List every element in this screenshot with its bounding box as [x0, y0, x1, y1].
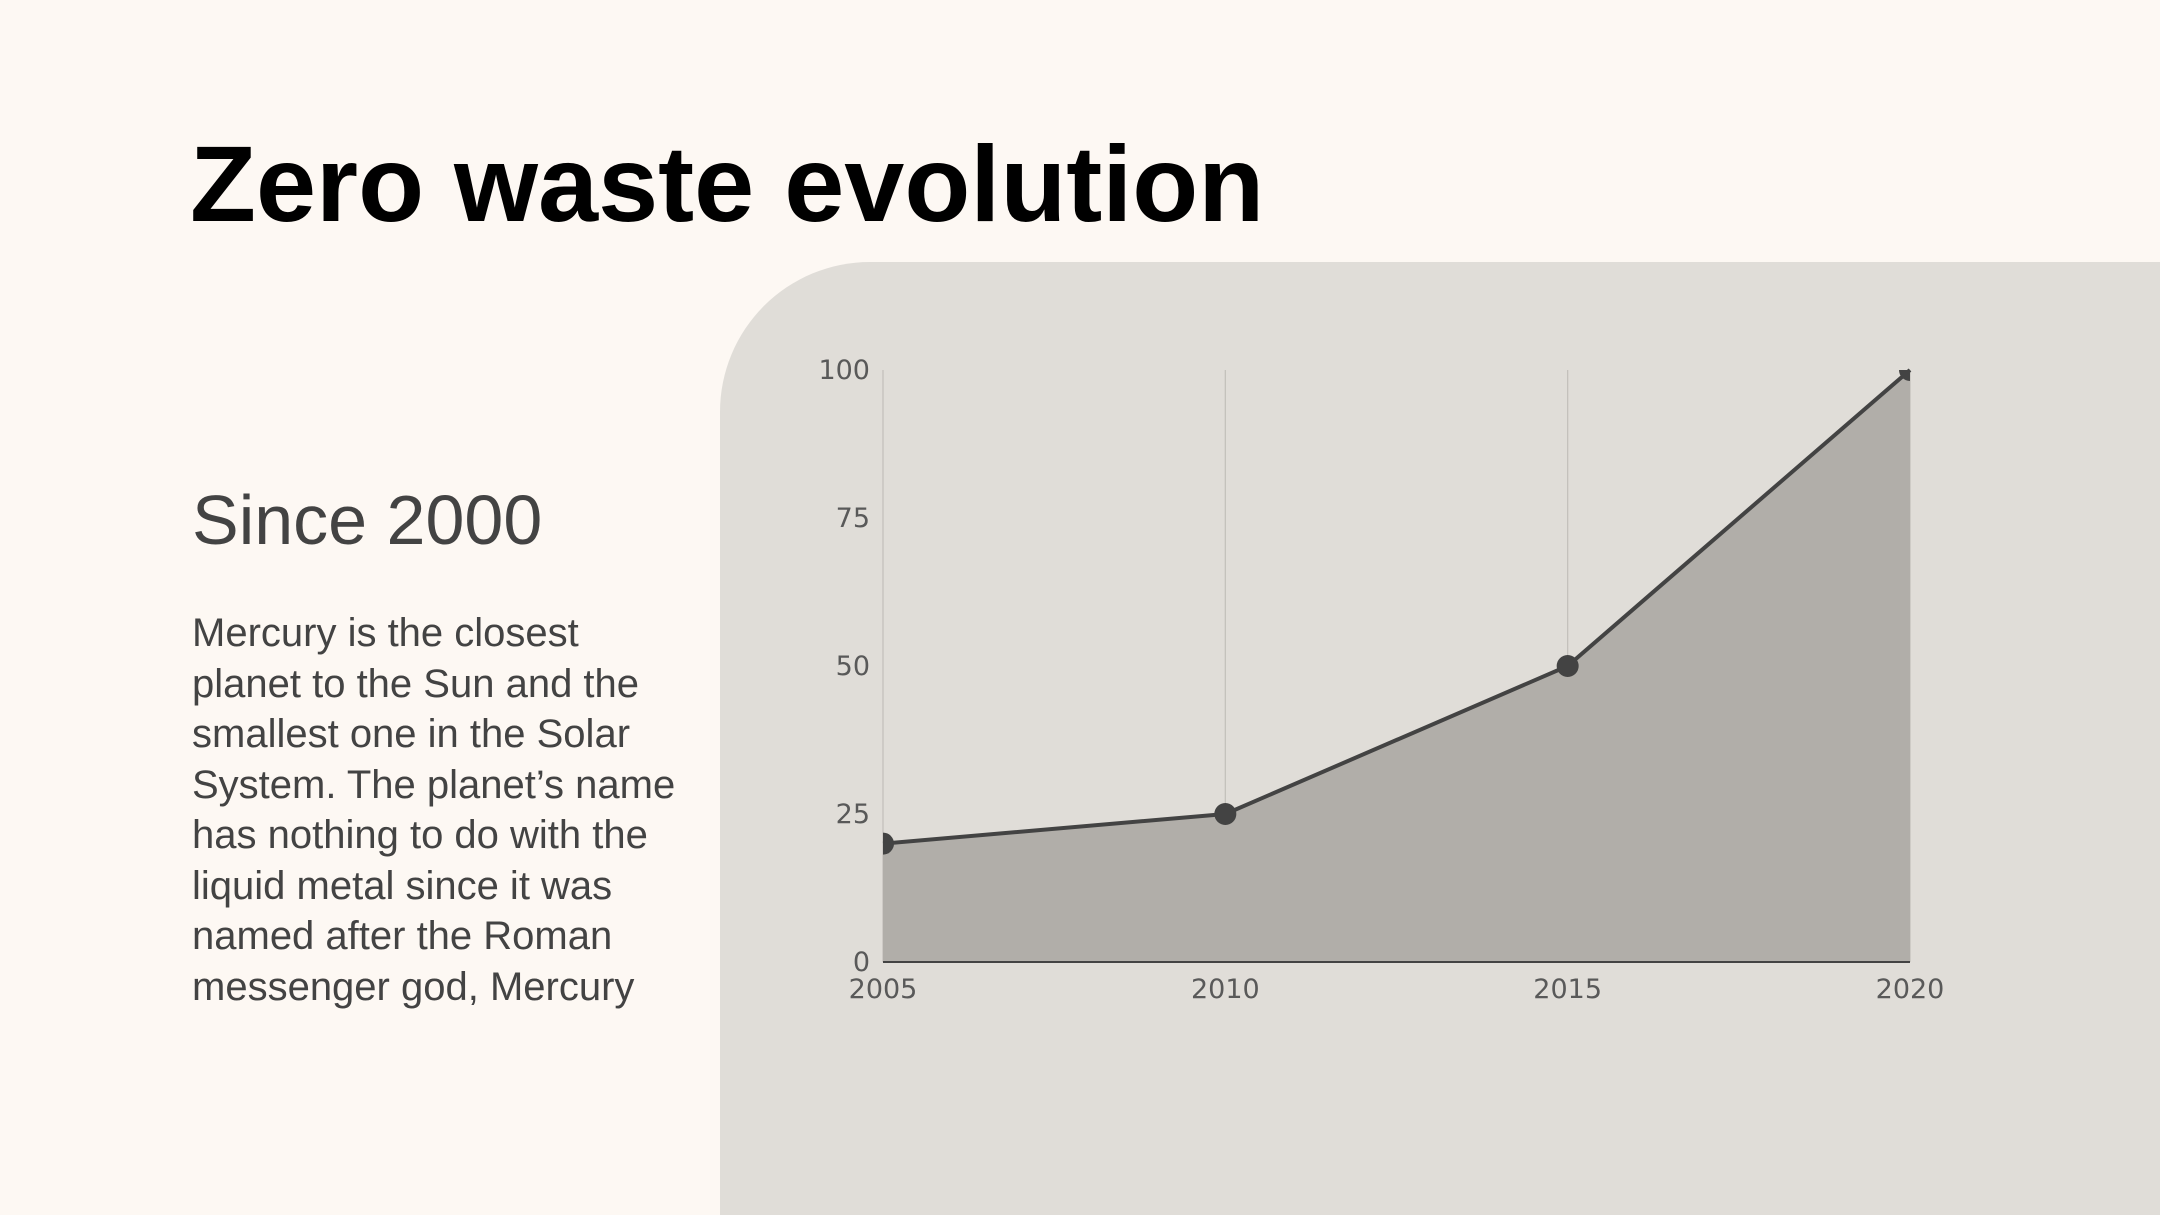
area-fill — [883, 370, 1910, 962]
data-point-2020 — [1899, 370, 1910, 381]
chart-markers — [883, 370, 1910, 855]
data-point-2005 — [883, 832, 894, 855]
chart-area-layer — [883, 370, 1910, 962]
series-line — [882, 368, 1912, 846]
slide-title: Zero waste evolution — [190, 123, 1265, 244]
chart-line-layer — [882, 368, 1912, 846]
x-tick-label-2005: 2005 — [849, 974, 918, 1005]
y-tick-label-0: 0 — [853, 947, 870, 978]
chart-tick-labels: 0 25 50 75 100 2005 2010 2015 2020 — [818, 355, 1944, 1005]
slide-subtitle: Since 2000 — [192, 481, 543, 559]
y-tick-label-25: 25 — [836, 799, 870, 830]
y-tick-label-100: 100 — [818, 355, 870, 386]
data-point-2010 — [1214, 803, 1237, 825]
x-tick-label-2020: 2020 — [1876, 974, 1945, 1005]
y-tick-label-75: 75 — [836, 503, 870, 534]
data-point-2015 — [1556, 655, 1579, 677]
y-tick-label-50: 50 — [836, 651, 870, 682]
body-paragraph: Mercury is the closest planet to the Sun… — [192, 611, 676, 1009]
x-tick-label-2015: 2015 — [1533, 974, 1602, 1005]
x-tick-label-2010: 2010 — [1191, 974, 1260, 1005]
